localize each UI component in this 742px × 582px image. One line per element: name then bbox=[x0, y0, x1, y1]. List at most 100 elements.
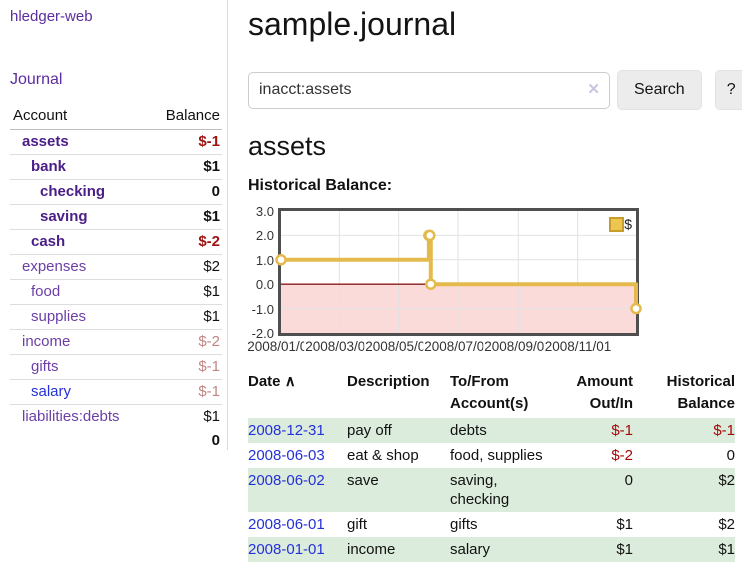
x-axis-label: 2008/05/01 bbox=[364, 339, 434, 354]
y-axis-label: -1.0 bbox=[251, 302, 274, 317]
app-title-link[interactable]: hledger-web bbox=[10, 8, 93, 25]
y-axis-label: -2.0 bbox=[251, 326, 274, 341]
x-axis-label: 2008/01/01 bbox=[246, 339, 316, 354]
account-balance: $-2 bbox=[147, 229, 222, 255]
register-balance: $1 bbox=[718, 540, 735, 558]
register-table: Date ∧ Description To/From Account(s) Amo… bbox=[248, 368, 735, 562]
account-link[interactable]: salary bbox=[31, 383, 72, 400]
register-amount: 0 bbox=[624, 471, 633, 489]
account-link[interactable]: bank bbox=[31, 158, 67, 175]
account-balance: $1 bbox=[147, 304, 222, 330]
account-balance: $2 bbox=[147, 254, 222, 280]
account-link[interactable]: supplies bbox=[31, 308, 87, 325]
register-date: 2008-06-03 bbox=[248, 443, 347, 468]
register-row: 2008-06-01 gift gifts $1 $2 bbox=[248, 512, 735, 537]
accounts-table: Account Balance assets $-1 bank $1 checking 0… bbox=[10, 104, 222, 453]
register-description: gift bbox=[347, 515, 368, 533]
register-balance: 0 bbox=[726, 446, 735, 464]
account-row: expenses $2 bbox=[10, 254, 222, 280]
account-link[interactable]: income bbox=[22, 333, 71, 350]
register-col-balance: Historical Balance bbox=[666, 373, 735, 412]
register-description: eat & shop bbox=[347, 446, 419, 464]
accounts-total-value: 0 bbox=[211, 432, 220, 449]
account-row: checking 0 bbox=[10, 179, 222, 205]
register-row: 2008-06-02 save saving, checking 0 $2 bbox=[248, 467, 735, 512]
account-balance: $-2 bbox=[147, 329, 222, 355]
date-link[interactable]: 2008-01-01 bbox=[248, 540, 325, 558]
search-input-wrap: ✕ bbox=[248, 71, 610, 109]
search-row: ✕ Search ? bbox=[248, 70, 742, 110]
register-col-accounts: To/From Account(s) bbox=[450, 373, 529, 412]
date-link[interactable]: 2008-06-03 bbox=[248, 446, 325, 464]
register-header-row: Date ∧ Description To/From Account(s) Amo… bbox=[248, 368, 735, 418]
account-link[interactable]: food bbox=[31, 283, 61, 300]
search-input[interactable] bbox=[248, 71, 610, 109]
chart-legend: $ bbox=[609, 216, 632, 232]
chart-title: Historical Balance: bbox=[248, 177, 393, 194]
y-axis-label: 2.0 bbox=[255, 228, 274, 243]
balance-chart: $ 3.0 2.0 1.0 0.0 -1.0 -2.0 2008/01/01 2008/03/… bbox=[246, 204, 742, 356]
search-help-button[interactable]: ? bbox=[714, 70, 742, 110]
search-button[interactable]: Search bbox=[617, 70, 702, 110]
date-link[interactable]: 2008-12-31 bbox=[248, 421, 325, 439]
account-heading: assets bbox=[248, 131, 327, 161]
page-title: sample.journal bbox=[248, 6, 457, 42]
account-link[interactable]: checking bbox=[40, 183, 106, 200]
legend-swatch-icon bbox=[609, 216, 625, 232]
account-row: food $1 bbox=[10, 279, 222, 305]
register-amount: $1 bbox=[616, 540, 633, 558]
chart-plot-area[interactable]: $ bbox=[275, 208, 642, 336]
y-axis-label: 0.0 bbox=[255, 277, 274, 292]
register-balance: $-1 bbox=[713, 421, 735, 439]
accounts-col-account: Account bbox=[10, 104, 148, 130]
y-axis-label: 3.0 bbox=[255, 204, 274, 219]
date-link[interactable]: 2008-06-01 bbox=[248, 515, 325, 533]
register-row: 2008-06-03 eat & shop food, supplies $-2 0 bbox=[248, 443, 735, 468]
register-table-body: 2008-12-31 pay off debts $-1 $-1 2008-06-03 ea… bbox=[248, 417, 735, 562]
account-link[interactable]: gifts bbox=[31, 358, 59, 375]
date-link[interactable]: 2008-06-02 bbox=[248, 471, 325, 489]
register-date: 2008-06-01 bbox=[248, 512, 347, 537]
account-balance: $-1 bbox=[147, 379, 222, 405]
account-row: liabilities:debts $1 bbox=[10, 404, 222, 429]
account-link[interactable]: liabilities:debts bbox=[22, 408, 120, 425]
x-axis-label: 2008/11/01 bbox=[543, 339, 613, 354]
register-amount: $1 bbox=[616, 515, 633, 533]
register-accounts: food, supplies bbox=[450, 446, 543, 464]
legend-label: $ bbox=[624, 216, 632, 232]
account-balance: 0 bbox=[147, 179, 222, 205]
account-row: assets $-1 bbox=[10, 130, 222, 155]
account-balance: $-1 bbox=[147, 354, 222, 380]
register-balance: $2 bbox=[718, 515, 735, 533]
sidebar: hledger-web Journal Account Balance asse… bbox=[0, 0, 228, 450]
accounts-table-body: assets $-1 bank $1 checking 0 saving $1 cash $-2 e… bbox=[10, 130, 222, 429]
account-row: cash $-2 bbox=[10, 229, 222, 255]
register-row: 2008-01-01 income salary $1 $1 bbox=[248, 536, 735, 562]
register-date: 2008-01-01 bbox=[248, 537, 347, 562]
account-link[interactable]: assets bbox=[22, 133, 69, 150]
accounts-header-row: Account Balance bbox=[10, 104, 222, 130]
register-description: pay off bbox=[347, 421, 392, 439]
register-col-amount: Amount Out/In bbox=[576, 373, 633, 412]
account-row: bank $1 bbox=[10, 154, 222, 180]
x-axis-label: 2008/03/01 bbox=[304, 339, 374, 354]
register-col-date[interactable]: Date ∧ bbox=[248, 373, 296, 390]
account-link[interactable]: saving bbox=[40, 208, 88, 225]
x-axis-label: 2008/07/01 bbox=[423, 339, 493, 354]
clear-search-icon[interactable]: ✕ bbox=[587, 80, 600, 98]
chart-plot-svg bbox=[275, 211, 642, 333]
register-date: 2008-12-31 bbox=[248, 418, 347, 443]
account-link[interactable]: cash bbox=[31, 233, 66, 250]
account-row: saving $1 bbox=[10, 204, 222, 230]
register-amount: $-1 bbox=[611, 421, 633, 439]
account-balance: $1 bbox=[147, 204, 222, 230]
register-balance: $2 bbox=[718, 471, 735, 489]
account-row: gifts $-1 bbox=[10, 354, 222, 380]
sidebar-item-journal[interactable]: Journal bbox=[10, 71, 63, 88]
register-row: 2008-12-31 pay off debts $-1 $-1 bbox=[248, 417, 735, 443]
x-axis-label: 2008/09/01 bbox=[483, 339, 553, 354]
account-row: salary $-1 bbox=[10, 379, 222, 405]
register-accounts: debts bbox=[450, 421, 487, 439]
main-content: sample.journal ✕ Search ? assets Histori… bbox=[246, 0, 742, 562]
account-link[interactable]: expenses bbox=[22, 258, 87, 275]
